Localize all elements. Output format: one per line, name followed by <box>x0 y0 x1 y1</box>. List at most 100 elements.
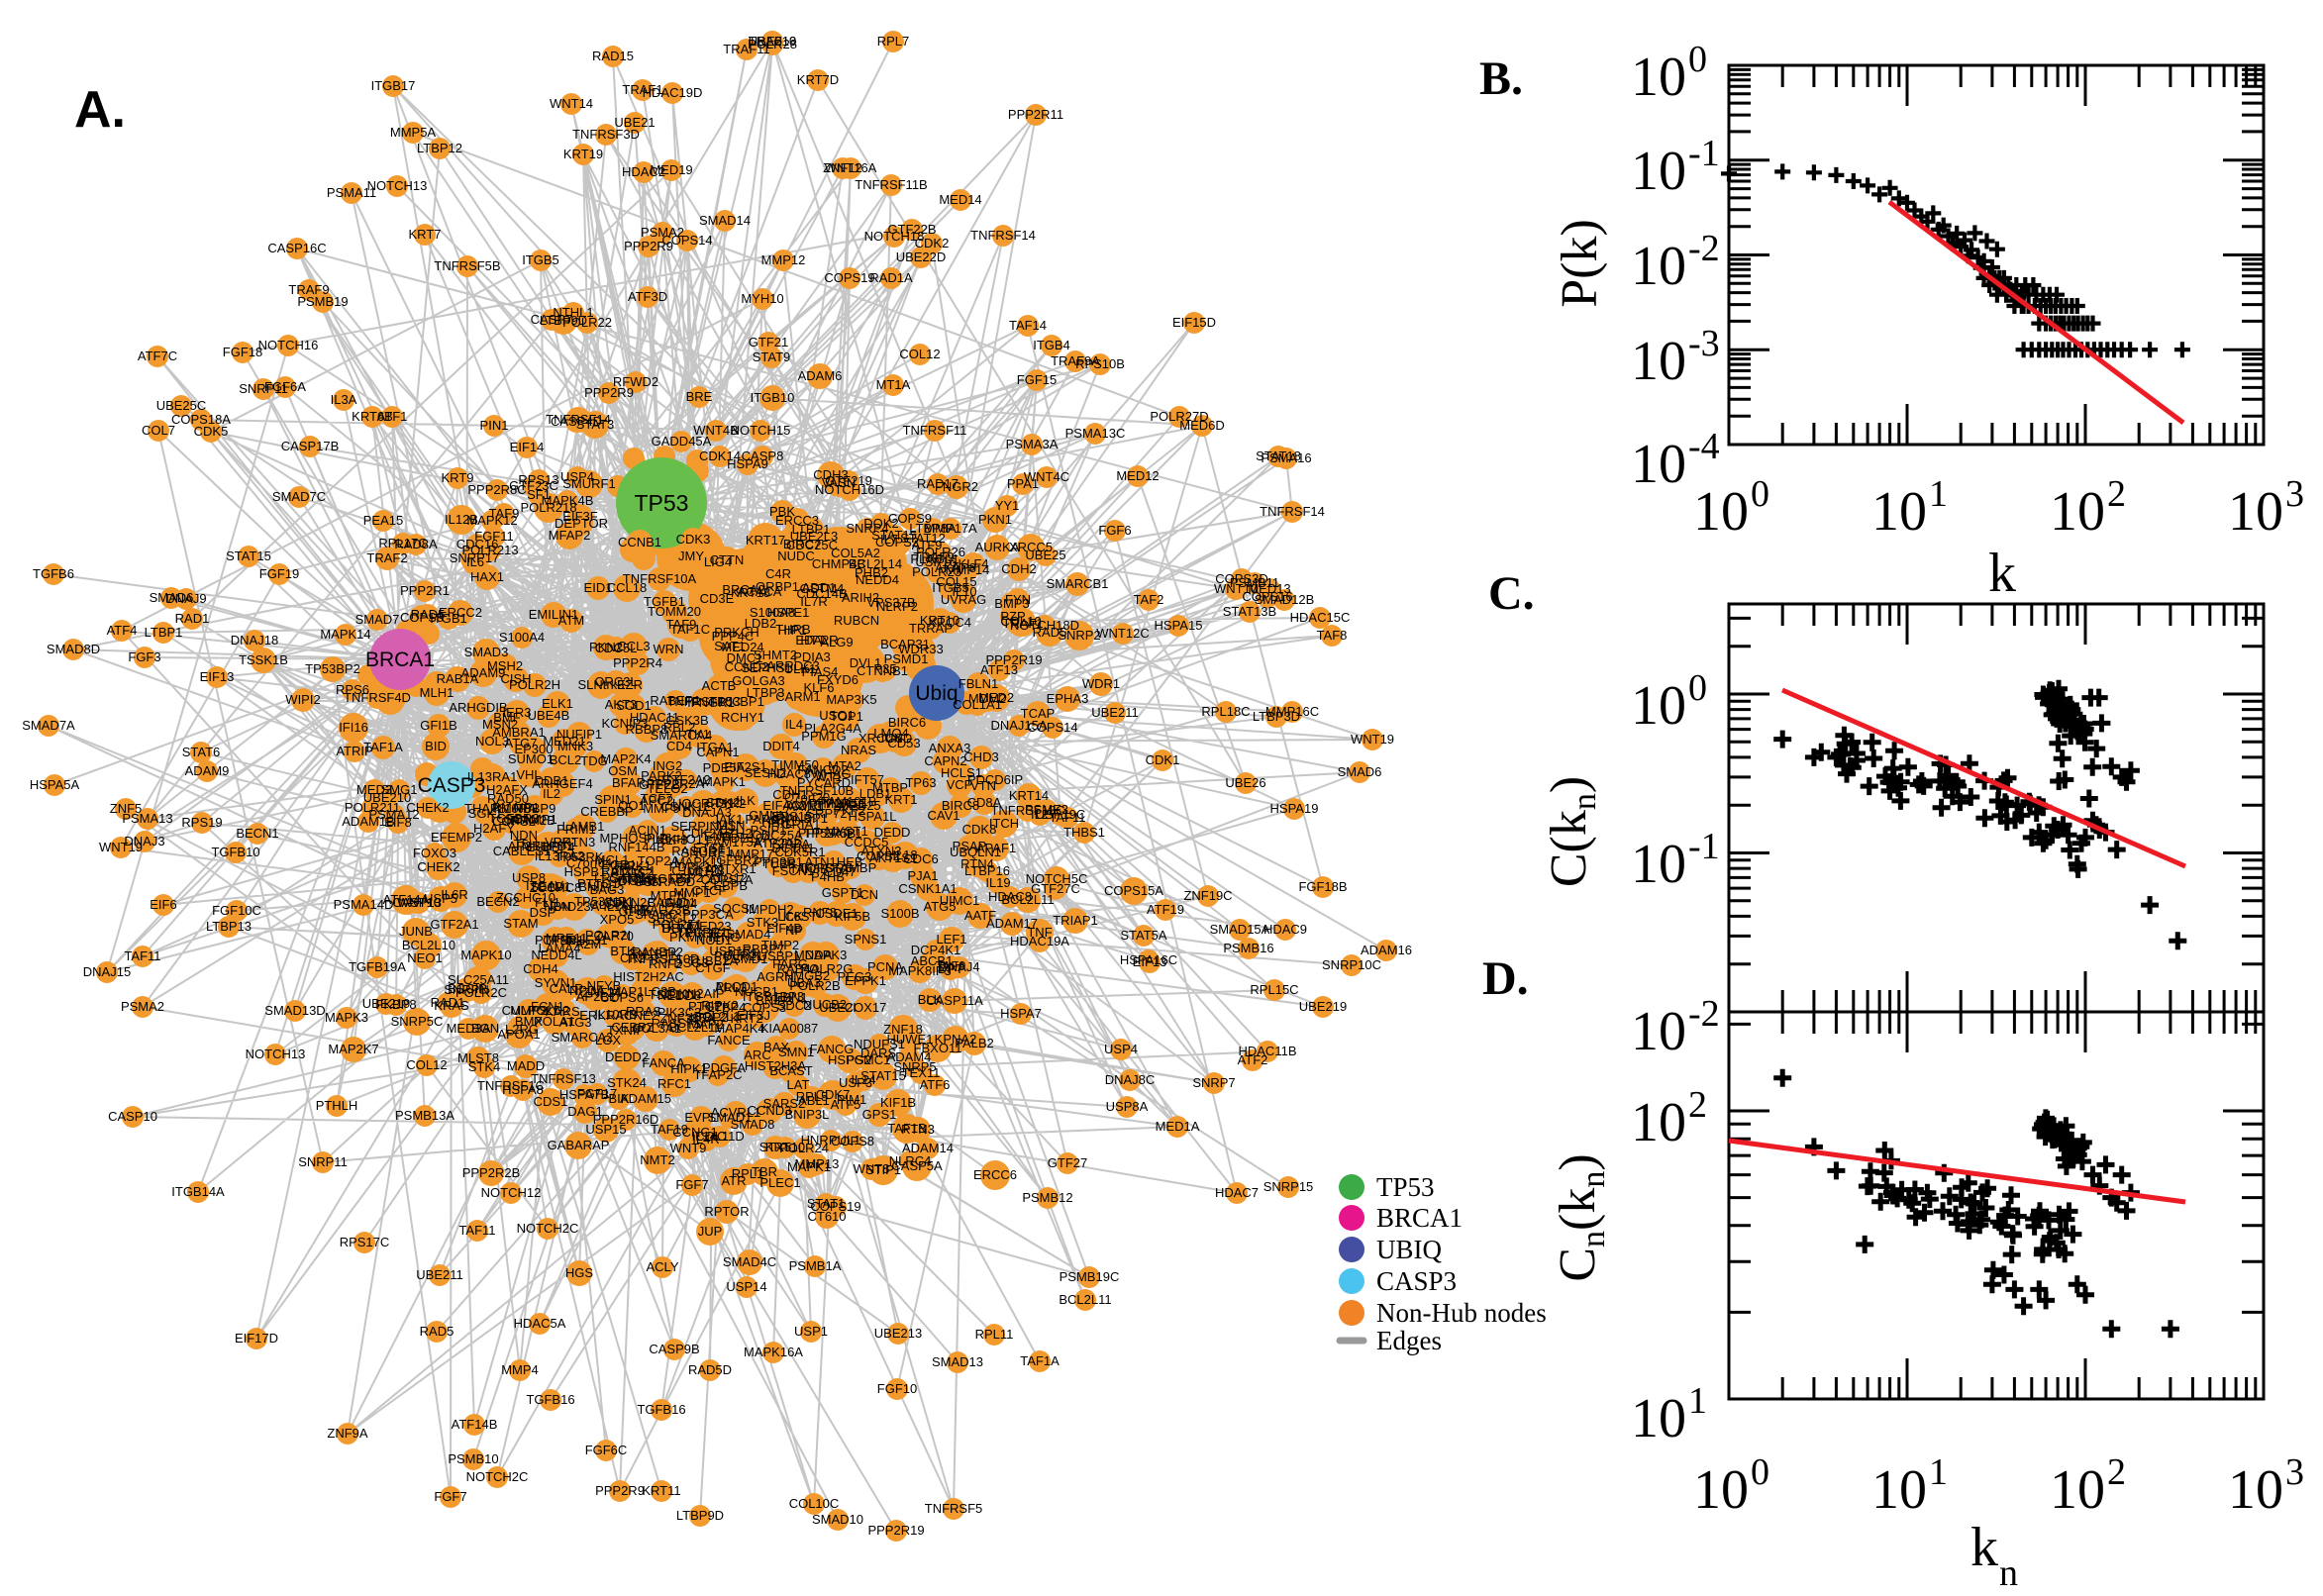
svg-text:HRH1: HRH1 <box>761 814 796 829</box>
svg-text:L2RG: L2RG <box>505 1022 539 1037</box>
svg-text:PSMB1A: PSMB1A <box>789 1258 842 1273</box>
svg-text:0: 0 <box>1688 39 1707 80</box>
svg-text:COPS19: COPS19 <box>824 270 874 285</box>
svg-text:CDH2: CDH2 <box>1001 561 1036 576</box>
svg-text:MMP5A: MMP5A <box>390 125 437 140</box>
svg-text:10: 10 <box>1871 1459 1927 1521</box>
svg-text:IL7: IL7 <box>880 532 898 547</box>
svg-text:MAP3K5: MAP3K5 <box>826 692 876 707</box>
svg-text:DCTN1: DCTN1 <box>771 841 814 855</box>
svg-text:APC2: APC2 <box>640 793 673 808</box>
svg-text:EIF13: EIF13 <box>200 669 235 684</box>
svg-text:FGF10C: FGF10C <box>212 903 261 918</box>
svg-text:ZNF5: ZNF5 <box>110 801 143 816</box>
svg-text:DNAJ15A: DNAJ15A <box>990 718 1047 733</box>
svg-text:RNF2: RNF2 <box>649 956 682 971</box>
svg-text:RBL2: RBL2 <box>663 720 696 735</box>
svg-text:MMP13: MMP13 <box>795 1156 840 1171</box>
svg-text:HMGB2: HMGB2 <box>784 968 830 983</box>
svg-text:BCL2L11: BCL2L11 <box>668 1020 721 1035</box>
svg-text:CASP3: CASP3 <box>418 774 486 797</box>
svg-text:POLR22: POLR22 <box>562 315 612 330</box>
svg-text:SMAD13D: SMAD13D <box>264 1003 325 1018</box>
svg-text:PSMA2: PSMA2 <box>121 999 164 1014</box>
svg-text:PSMB19: PSMB19 <box>297 294 348 309</box>
svg-text:KRT7: KRT7 <box>409 227 442 242</box>
svg-text:CDK5: CDK5 <box>194 424 229 439</box>
svg-text:TSSK1B: TSSK1B <box>239 652 288 667</box>
svg-text:YY1: YY1 <box>995 498 1020 513</box>
svg-text:WNT8: WNT8 <box>854 1161 890 1176</box>
svg-text:RAD8A: RAD8A <box>394 537 438 551</box>
svg-text:TNFRSF5B: TNFRSF5B <box>434 258 500 273</box>
svg-text:-2: -2 <box>1688 993 1720 1035</box>
svg-text:CD4: CD4 <box>666 739 692 753</box>
svg-text:THBS1: THBS1 <box>1063 825 1105 840</box>
svg-text:ATF3: ATF3 <box>727 947 758 961</box>
svg-text:10: 10 <box>1631 331 1686 392</box>
svg-text:-1: -1 <box>1688 826 1720 867</box>
svg-text:TAF11: TAF11 <box>458 1223 495 1238</box>
svg-text:JUP: JUP <box>698 1224 723 1239</box>
svg-text:ILK: ILK <box>736 793 756 808</box>
svg-text:CASP17B: CASP17B <box>281 439 340 453</box>
svg-text:ORC3L: ORC3L <box>594 674 637 689</box>
svg-text:LTBP9D: LTBP9D <box>676 1508 724 1523</box>
svg-text:ITGB10: ITGB10 <box>751 390 795 405</box>
svg-text:10: 10 <box>1631 834 1686 895</box>
svg-text:USO1: USO1 <box>819 708 854 723</box>
svg-text:PPP2R19: PPP2R19 <box>867 1523 924 1538</box>
svg-text:WDR1: WDR1 <box>1082 676 1120 691</box>
svg-text:FGF18B: FGF18B <box>1298 879 1347 894</box>
svg-text:PTHLH: PTHLH <box>316 1098 358 1113</box>
svg-text:ITGB5: ITGB5 <box>522 252 559 267</box>
svg-text:CDK3: CDK3 <box>676 532 711 547</box>
svg-text:ATF6: ATF6 <box>920 1077 951 1092</box>
svg-text:POU2F1: POU2F1 <box>653 917 703 932</box>
svg-text:POLR2H: POLR2H <box>509 677 560 692</box>
svg-text:C.: C. <box>1488 567 1535 620</box>
svg-text:HSPA5A: HSPA5A <box>30 777 80 792</box>
svg-text:JUNB: JUNB <box>399 924 433 939</box>
svg-text:CARM1: CARM1 <box>775 689 821 704</box>
svg-text:DCP4K1: DCP4K1 <box>911 943 961 957</box>
svg-text:NOD1: NOD1 <box>696 933 732 948</box>
svg-text:LIG4: LIG4 <box>704 554 732 569</box>
svg-text:BCL2: BCL2 <box>550 752 582 767</box>
svg-text:SMAD8: SMAD8 <box>731 1117 775 1132</box>
svg-text:SNRP2: SNRP2 <box>1058 628 1100 643</box>
svg-text:FOXO3: FOXO3 <box>413 846 456 860</box>
svg-text:TAF1B: TAF1B <box>887 1121 927 1136</box>
svg-text:IL12B: IL12B <box>445 512 478 527</box>
svg-text:PRIM1: PRIM1 <box>556 822 596 837</box>
svg-text:SMAD6: SMAD6 <box>150 590 194 605</box>
svg-text:ADAM6: ADAM6 <box>798 368 843 383</box>
svg-text:10: 10 <box>2050 1459 2105 1521</box>
svg-text:COPS15A: COPS15A <box>1104 883 1163 898</box>
svg-text:BCL2L11: BCL2L11 <box>1059 1292 1111 1307</box>
svg-text:ADAM9: ADAM9 <box>461 665 506 680</box>
svg-text:LTBP8A: LTBP8A <box>909 521 957 536</box>
svg-text:CASP3: CASP3 <box>1376 1266 1457 1296</box>
svg-text:MED19: MED19 <box>650 162 692 177</box>
svg-text:RPS6: RPS6 <box>336 682 369 697</box>
svg-text:NLRP2: NLRP2 <box>876 599 918 614</box>
svg-text:k: k <box>1970 1517 1998 1578</box>
svg-text:KRT14: KRT14 <box>1009 788 1049 803</box>
svg-text:MED3A: MED3A <box>447 1021 491 1036</box>
svg-text:RAD15: RAD15 <box>592 49 634 63</box>
svg-text:PPP2R9: PPP2R9 <box>584 385 634 400</box>
svg-text:TRAF1: TRAF1 <box>622 82 662 97</box>
svg-text:-4: -4 <box>1688 426 1720 467</box>
svg-text:1: 1 <box>1929 473 1948 515</box>
svg-text:UBE211: UBE211 <box>1091 705 1138 720</box>
svg-text:PHB2: PHB2 <box>855 565 888 580</box>
svg-text:CASP10: CASP10 <box>108 1109 157 1124</box>
svg-text:C7orf64: C7orf64 <box>566 855 612 870</box>
svg-text:TAF11: TAF11 <box>124 948 160 963</box>
svg-text:NEO1: NEO1 <box>407 950 442 965</box>
svg-text:KRT19: KRT19 <box>563 147 603 161</box>
svg-text:IL14C: IL14C <box>692 1129 727 1144</box>
svg-text:10: 10 <box>1631 236 1686 297</box>
svg-text:HDAC7: HDAC7 <box>1215 1185 1259 1200</box>
